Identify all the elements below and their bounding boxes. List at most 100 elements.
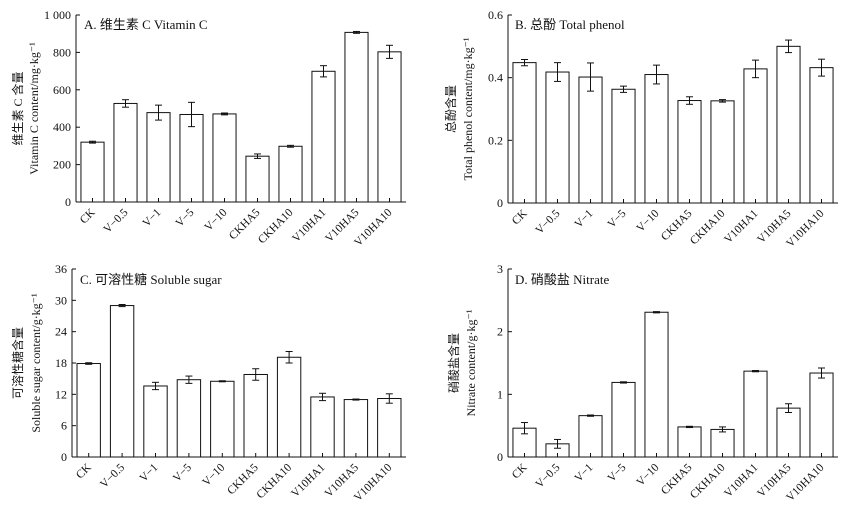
y-tick-label: 1 000 bbox=[44, 8, 71, 22]
error-bar bbox=[719, 99, 726, 103]
chart-panel-b: 00.20.40.6CK V−0.5 V−1 V−5 V−10CKHA5CKHA10V1… bbox=[443, 8, 838, 250]
bar bbox=[578, 415, 603, 458]
error-bar bbox=[587, 414, 594, 417]
bar bbox=[545, 71, 570, 204]
error-bar bbox=[152, 381, 159, 391]
y-tick-label: 12 bbox=[55, 387, 67, 401]
error-bar bbox=[554, 438, 561, 449]
y-tick-label: 0 bbox=[61, 450, 67, 464]
category-label: CK bbox=[510, 207, 530, 227]
category-label: CK bbox=[74, 461, 94, 481]
y-tick-label: 18 bbox=[55, 356, 67, 370]
y-axis-title: 硝酸盐含量 bbox=[446, 333, 461, 393]
bar bbox=[343, 399, 369, 458]
y-axis-title: 总酚含量 bbox=[443, 85, 458, 133]
bar bbox=[743, 68, 768, 204]
category-label: CKHA10 bbox=[688, 207, 728, 247]
y-tick-label: 36 bbox=[55, 262, 67, 276]
bar bbox=[809, 67, 834, 204]
category-label: V−5 bbox=[606, 461, 629, 484]
bar bbox=[80, 141, 105, 203]
bar bbox=[377, 398, 402, 458]
bar bbox=[809, 372, 834, 458]
bar bbox=[179, 113, 204, 203]
error-bar bbox=[85, 362, 93, 365]
panel-title: A. 维生素 C Vitamin C bbox=[84, 17, 208, 32]
error-bar bbox=[254, 153, 261, 159]
bar bbox=[143, 385, 168, 458]
error-bar bbox=[554, 62, 561, 82]
y-axis-title: Total phenol content/mg·kg⁻¹ bbox=[461, 37, 475, 180]
error-bar bbox=[521, 422, 528, 435]
bar bbox=[611, 381, 636, 458]
bar bbox=[377, 51, 402, 203]
panel-title: C. 可溶性糖 Soluble sugar bbox=[80, 272, 222, 287]
bar bbox=[278, 145, 303, 203]
error-bar bbox=[218, 380, 226, 383]
bar bbox=[276, 356, 302, 458]
bar bbox=[210, 380, 235, 458]
error-bar bbox=[320, 65, 327, 78]
y-tick-label: 0.2 bbox=[488, 133, 503, 147]
error-bar bbox=[686, 425, 693, 429]
error-bar bbox=[620, 85, 627, 93]
category-label: V−1 bbox=[138, 461, 161, 484]
error-bar bbox=[818, 58, 825, 77]
bar bbox=[512, 62, 537, 204]
category-label: V−5 bbox=[171, 461, 194, 484]
category-label: CKHA10 bbox=[256, 206, 296, 246]
y-axis-title: Nitrate content/g·kg⁻¹ bbox=[464, 309, 478, 416]
bar bbox=[743, 370, 768, 458]
y-tick-label: 30 bbox=[55, 293, 67, 307]
bar bbox=[311, 70, 336, 203]
y-axis-title: Soluble sugar content/g·kg⁻¹ bbox=[29, 293, 43, 433]
y-tick-label: 0.4 bbox=[488, 71, 503, 85]
bar bbox=[176, 379, 202, 458]
category-label: V10HA1 bbox=[722, 207, 760, 245]
error-bar bbox=[89, 140, 96, 144]
category-label: V−10 bbox=[635, 461, 662, 488]
category-label: V−0.5 bbox=[102, 206, 131, 235]
bar bbox=[344, 31, 369, 203]
panel-title: B. 总酚 Total phenol bbox=[515, 17, 625, 32]
bar bbox=[113, 102, 138, 203]
bar bbox=[245, 155, 270, 203]
category-label: CKHA10 bbox=[255, 461, 295, 501]
category-label: V−0.5 bbox=[534, 461, 563, 490]
category-label: CK bbox=[78, 206, 98, 226]
bar bbox=[677, 426, 702, 458]
y-tick-label: 200 bbox=[53, 158, 71, 172]
error-bar bbox=[221, 112, 228, 116]
category-label: V−0.5 bbox=[98, 461, 127, 490]
bar bbox=[677, 100, 702, 204]
category-label: V−10 bbox=[200, 461, 227, 488]
category-label: V−0.5 bbox=[534, 207, 563, 236]
error-bar bbox=[653, 311, 660, 314]
error-bar bbox=[653, 64, 660, 85]
error-bar bbox=[620, 381, 627, 384]
error-bar bbox=[785, 403, 792, 414]
error-bar bbox=[719, 426, 726, 433]
category-label: V−5 bbox=[174, 206, 197, 229]
error-bar bbox=[185, 375, 193, 384]
error-bar bbox=[785, 39, 792, 54]
error-bar bbox=[587, 62, 594, 92]
y-tick-label: 0.6 bbox=[488, 8, 503, 22]
bar bbox=[578, 76, 603, 204]
bar bbox=[776, 407, 801, 458]
error-bar bbox=[385, 393, 393, 404]
y-tick-label: 24 bbox=[55, 325, 67, 339]
category-label: V−1 bbox=[141, 206, 164, 229]
error-bar bbox=[818, 367, 825, 379]
category-label: V10HA1 bbox=[289, 461, 327, 499]
error-bar bbox=[386, 44, 393, 59]
error-bar bbox=[155, 104, 162, 121]
error-bar bbox=[188, 101, 195, 128]
bar bbox=[212, 113, 237, 203]
category-label: V−10 bbox=[203, 206, 230, 233]
y-tick-label: 1 bbox=[497, 387, 503, 401]
bar bbox=[776, 45, 801, 204]
